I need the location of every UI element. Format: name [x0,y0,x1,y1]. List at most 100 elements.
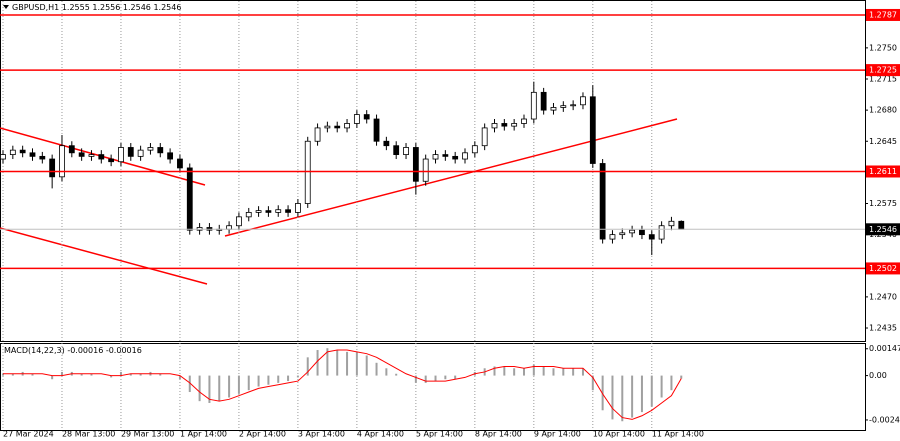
candle-body [147,147,154,151]
x-tick-label: 8 Apr 14:00 [475,430,522,439]
y-tick-label: 1.2575 [869,199,897,208]
y-tick-label: 0.00147 [869,344,900,353]
level-label: 1.2502 [869,264,897,273]
symbol-icon [3,5,9,9]
candle-body [373,118,380,142]
candle-body [481,127,488,147]
signal-line [3,349,682,420]
y-tick-label: 1.2435 [869,324,897,333]
candle-body [167,152,174,160]
candle-body [59,145,65,178]
candle-body [412,147,419,182]
x-tick-label: 1 Apr 14:00 [180,430,227,439]
candle-body [599,163,606,240]
candle-body [314,127,321,142]
x-tick-label: 5 Apr 14:00 [416,430,463,439]
candle-body [678,220,685,230]
candle-body [39,155,46,160]
macd-last: -0.00016 [67,346,103,355]
candle-body [226,225,232,230]
candle-body [580,96,586,106]
level-label: 1.2725 [869,66,897,75]
candle-body [245,211,252,218]
candle-body [49,158,56,178]
last-high: 1.2556 [92,3,120,12]
candle-body [658,225,665,240]
y-tick-label: 1.2750 [869,43,897,52]
candle-body [265,210,272,213]
candle-body [570,104,577,107]
trend-lines [0,118,678,285]
header: GBPUSD,H1 1.2555 1.2556 1.2546 1.2546 [12,3,181,12]
candle-body [353,114,360,124]
candle-body [88,154,95,157]
y-tick-label: 0.00 [869,371,887,380]
level-label-box [866,262,900,275]
candle-body [186,167,193,231]
x-tick-label: 10 Apr 14:00 [593,430,645,439]
last-open: 1.2555 [62,3,90,12]
candle-body [442,154,449,157]
candle-body [403,147,409,155]
candle-body [255,210,262,213]
x-tick-label: 4 Apr 14:00 [357,430,404,439]
candle-body [98,154,105,160]
candle-body [108,158,115,163]
candle-body [432,154,439,160]
candle-body [648,234,655,240]
candle-body [393,145,400,155]
candle-body [639,229,645,236]
candle-body [285,209,291,213]
candle-body [383,140,390,147]
symbol: GBPUSD,H1 [12,3,59,12]
candle-body [501,123,508,127]
y-tick-label: 1.2470 [869,292,897,301]
candle-body [177,158,183,169]
level-label: 1.2611 [869,167,897,176]
price-label-box [866,223,900,236]
trend-line [224,118,678,237]
candle-body [452,155,459,160]
candle-body [0,154,6,160]
last-low: 1.2546 [123,3,151,12]
candle-body [363,114,370,120]
price-label: 1.2546 [869,225,897,234]
candle-body [619,232,626,236]
candle-body [589,96,596,164]
candle-body [19,149,26,154]
y-tick-label: -0.00243 [869,415,900,424]
trend-line [0,227,208,285]
candle-body [521,118,527,124]
candle-body [629,229,636,234]
candle-body [9,149,16,155]
candle-body [471,145,478,154]
candle-body [304,140,311,204]
candle-body [422,158,429,182]
macd-panel [0,343,866,431]
candle-body [550,107,557,111]
candle-body [118,147,124,163]
x-tick-label: 29 Mar 13:00 [121,430,174,439]
candle-body [127,147,134,157]
level-label: 1.2787 [869,10,897,19]
x-tick-label: 3 Apr 14:00 [298,430,345,439]
candle-body [324,125,331,129]
candle-body [668,220,675,227]
candle-body [68,145,75,154]
x-tick-label: 2 Apr 14:00 [239,430,286,439]
candle-body [334,125,341,129]
candle-body [511,123,518,127]
macd-header: MACD(14,22,3) -0.00016 -0.00016 [4,346,142,355]
macd-title: MACD(14,22,3) [4,346,65,355]
candle-body [137,149,144,157]
candle-body [462,152,468,160]
candle-body [491,123,498,129]
level-label-box [866,8,900,21]
y-tick-label: 1.2715 [869,74,897,83]
candle-body [236,216,242,227]
candle-body [344,123,350,129]
candle-body [78,152,85,157]
candle-body [540,91,547,111]
signal-last: -0.00016 [106,346,142,355]
